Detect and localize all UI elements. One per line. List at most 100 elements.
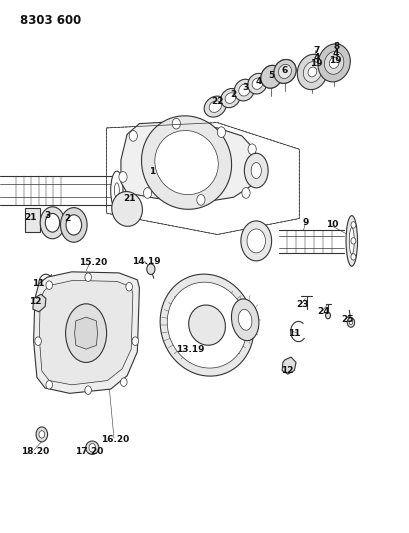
Text: 19: 19 [309,60,321,68]
Polygon shape [74,317,97,349]
Text: 21: 21 [25,213,37,222]
Text: 2: 2 [64,214,71,223]
Text: 9: 9 [301,219,308,227]
Circle shape [346,318,354,327]
Ellipse shape [40,207,65,239]
Text: 4: 4 [332,49,339,58]
Ellipse shape [348,228,353,254]
Polygon shape [34,272,139,393]
Text: 19: 19 [328,56,341,64]
Ellipse shape [188,305,225,345]
Ellipse shape [345,215,357,266]
Ellipse shape [234,79,254,101]
Circle shape [146,264,155,274]
Ellipse shape [238,84,249,96]
Text: 11: 11 [288,329,300,337]
Circle shape [85,386,91,394]
Text: 4: 4 [313,53,319,61]
Ellipse shape [238,309,252,330]
Ellipse shape [303,62,321,82]
Text: 8: 8 [332,43,339,51]
Polygon shape [281,357,295,374]
Ellipse shape [252,78,262,90]
Circle shape [325,312,330,319]
Ellipse shape [244,154,267,188]
Circle shape [350,238,355,244]
Circle shape [126,282,132,291]
Circle shape [217,127,225,138]
Ellipse shape [204,96,226,117]
Ellipse shape [265,70,276,83]
Polygon shape [39,280,133,385]
Circle shape [35,337,41,345]
Ellipse shape [65,304,106,362]
Text: 8303 600: 8303 600 [20,14,81,27]
Text: 18.20: 18.20 [21,448,49,456]
Polygon shape [121,122,260,203]
Text: 13.19: 13.19 [176,345,204,353]
Ellipse shape [240,221,271,261]
Circle shape [36,427,47,442]
Circle shape [85,273,91,281]
Ellipse shape [85,441,99,454]
Text: 17.20: 17.20 [75,448,103,456]
Ellipse shape [167,282,246,368]
Circle shape [132,337,138,345]
Circle shape [46,281,52,289]
Ellipse shape [246,229,265,253]
Ellipse shape [110,171,123,209]
Text: 3: 3 [44,211,50,220]
Ellipse shape [307,67,316,77]
Circle shape [46,381,52,389]
Text: 3: 3 [242,84,249,92]
Polygon shape [33,294,46,312]
Ellipse shape [324,52,343,74]
Text: 6: 6 [280,66,287,75]
Text: 5: 5 [268,71,274,80]
Ellipse shape [209,101,221,112]
Circle shape [252,171,260,181]
Circle shape [129,131,137,141]
Circle shape [241,188,249,198]
Text: 15.20: 15.20 [79,258,107,266]
Circle shape [348,320,352,325]
Text: 1: 1 [148,167,155,176]
Circle shape [143,188,151,198]
Circle shape [39,431,45,438]
Text: 16.20: 16.20 [101,435,129,444]
Text: 12: 12 [29,297,41,305]
Ellipse shape [220,88,240,108]
Ellipse shape [278,65,290,78]
Ellipse shape [273,60,295,83]
Ellipse shape [114,183,119,198]
Ellipse shape [247,74,267,94]
Ellipse shape [250,163,261,179]
Circle shape [119,172,127,182]
Ellipse shape [225,93,235,103]
Text: 23: 23 [296,301,308,309]
Ellipse shape [278,64,291,78]
Ellipse shape [317,44,349,82]
Ellipse shape [297,54,327,90]
Circle shape [89,443,95,452]
Text: 25: 25 [341,316,353,324]
Ellipse shape [260,66,281,88]
Ellipse shape [273,60,295,83]
Circle shape [247,144,256,155]
Ellipse shape [60,208,87,242]
Text: 10: 10 [325,221,337,229]
Polygon shape [25,208,40,232]
Text: 7: 7 [313,46,319,55]
Text: 22: 22 [211,97,223,106]
Text: 11: 11 [32,279,44,288]
Circle shape [350,254,355,260]
Ellipse shape [160,274,253,376]
Text: 12: 12 [280,366,292,375]
Ellipse shape [260,66,281,88]
Text: 21: 21 [123,194,135,203]
Circle shape [350,222,355,228]
Ellipse shape [66,215,81,235]
Ellipse shape [112,191,142,227]
Circle shape [196,195,204,205]
Ellipse shape [328,58,338,68]
